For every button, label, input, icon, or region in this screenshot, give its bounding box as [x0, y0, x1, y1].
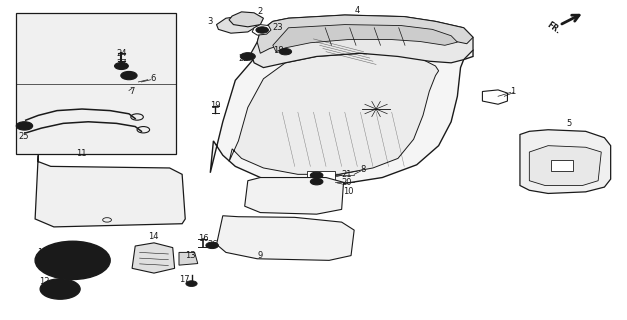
Text: 15: 15 — [37, 248, 48, 257]
Circle shape — [310, 179, 323, 185]
Circle shape — [310, 172, 323, 179]
Circle shape — [57, 287, 63, 291]
Text: 8: 8 — [361, 165, 366, 174]
Circle shape — [206, 242, 218, 249]
Text: 18: 18 — [273, 45, 283, 55]
Circle shape — [282, 50, 288, 53]
Text: 23: 23 — [273, 23, 283, 32]
Polygon shape — [252, 25, 271, 35]
Circle shape — [54, 286, 66, 292]
Text: 7: 7 — [129, 87, 134, 96]
Circle shape — [119, 64, 125, 68]
Circle shape — [121, 71, 137, 80]
Text: 22: 22 — [238, 53, 249, 62]
Polygon shape — [520, 130, 611, 194]
Text: 27: 27 — [117, 59, 127, 68]
Text: 19: 19 — [210, 101, 221, 110]
Polygon shape — [307, 171, 335, 184]
Text: 26: 26 — [207, 240, 218, 249]
Text: 21: 21 — [342, 170, 352, 179]
Polygon shape — [132, 243, 174, 273]
Text: 1: 1 — [510, 87, 516, 96]
Text: 12: 12 — [40, 276, 50, 285]
Text: 4: 4 — [354, 6, 359, 15]
Circle shape — [186, 281, 197, 286]
Text: 5: 5 — [567, 119, 572, 128]
Text: 20: 20 — [342, 179, 352, 188]
Polygon shape — [529, 146, 601, 186]
Circle shape — [125, 73, 134, 78]
Polygon shape — [179, 252, 198, 265]
Circle shape — [19, 123, 29, 128]
Circle shape — [314, 180, 320, 183]
Text: 2: 2 — [257, 7, 263, 16]
Circle shape — [45, 246, 101, 275]
Text: 13: 13 — [185, 251, 196, 260]
Text: 16: 16 — [198, 234, 208, 243]
Polygon shape — [216, 16, 257, 33]
Circle shape — [35, 241, 110, 279]
Polygon shape — [35, 155, 185, 227]
Text: 17: 17 — [179, 275, 189, 284]
Polygon shape — [216, 216, 354, 260]
Text: 9: 9 — [257, 251, 263, 260]
Circle shape — [244, 54, 251, 58]
Circle shape — [115, 62, 129, 69]
Polygon shape — [245, 178, 344, 214]
Polygon shape — [551, 160, 573, 171]
Polygon shape — [210, 31, 473, 184]
Circle shape — [240, 52, 255, 60]
Text: 24: 24 — [117, 49, 127, 58]
Polygon shape — [251, 15, 473, 68]
Polygon shape — [229, 53, 439, 174]
Text: 11: 11 — [76, 149, 87, 158]
Text: 3: 3 — [207, 17, 213, 26]
Circle shape — [256, 27, 268, 33]
Text: 10: 10 — [344, 188, 354, 196]
Polygon shape — [257, 15, 473, 53]
Polygon shape — [482, 90, 507, 104]
Polygon shape — [229, 12, 263, 27]
Circle shape — [209, 244, 215, 247]
Circle shape — [40, 279, 80, 299]
Text: 14: 14 — [148, 232, 158, 241]
Circle shape — [279, 49, 292, 55]
Text: 25: 25 — [18, 132, 29, 140]
Polygon shape — [273, 25, 457, 52]
Circle shape — [16, 122, 33, 130]
Text: 6: 6 — [151, 74, 156, 83]
Polygon shape — [16, 13, 176, 154]
Text: FR.: FR. — [545, 21, 562, 36]
